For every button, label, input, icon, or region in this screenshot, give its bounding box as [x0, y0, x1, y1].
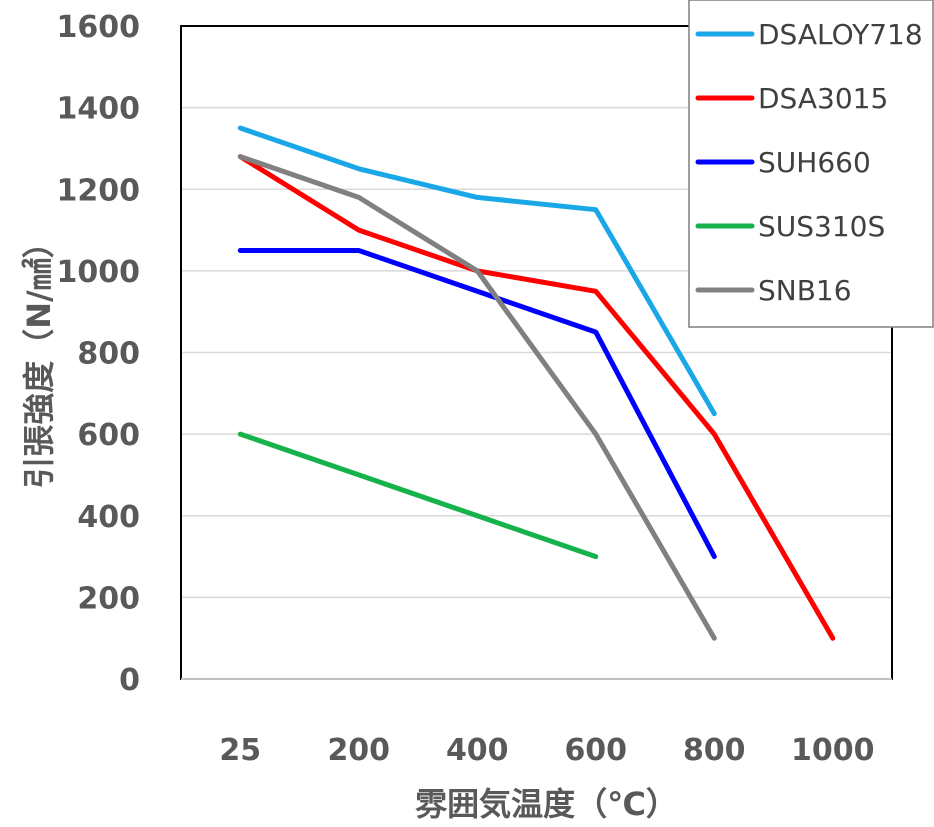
- y-tick-labels: 0 200 400 600 800 1000 1200 1400 1600: [57, 10, 141, 698]
- legend-label: DSA3015: [758, 82, 888, 115]
- y-tick-label: 800: [77, 337, 140, 372]
- y-tick-label: 1600: [57, 10, 141, 45]
- y-tick-label: 200: [77, 581, 140, 616]
- series-lines: [237, 125, 836, 641]
- x-tick-labels: 25 200 400 600 800 1000: [219, 733, 874, 768]
- y-tick-label: 600: [77, 418, 140, 453]
- legend-label: SUH660: [758, 146, 871, 179]
- y-tick-label: 1000: [57, 255, 141, 290]
- x-tick-label: 800: [683, 733, 746, 768]
- x-axis-title: 雰囲気温度（℃）: [415, 785, 678, 823]
- x-tick-label: 200: [327, 733, 390, 768]
- y-tick-label: 0: [119, 663, 140, 698]
- x-tick-label: 1000: [791, 733, 875, 768]
- series-line-suh660: [237, 248, 717, 560]
- gridlines: [181, 25, 892, 599]
- y-axis-title: 引張強度（N/㎟）: [20, 226, 58, 488]
- y-tick-label: 400: [77, 500, 140, 535]
- x-tick-label: 600: [564, 733, 627, 768]
- series-line-dsa3015: [237, 154, 836, 641]
- series-line-snb16: [237, 154, 717, 641]
- x-tick-label: 400: [446, 733, 509, 768]
- x-tick-label: 25: [219, 733, 261, 768]
- series-line-dsaloy718: [237, 125, 717, 417]
- legend-label: SNB16: [758, 274, 852, 307]
- series-line-sus310s: [237, 431, 599, 560]
- legend-label: SUS310S: [758, 210, 885, 243]
- y-tick-label: 1200: [57, 173, 141, 208]
- y-tick-label: 1400: [57, 92, 141, 127]
- legend: DSALOY718 DSA3015 SUH660 SUS310S SNB16: [688, 0, 934, 328]
- legend-label: DSALOY718: [758, 18, 923, 51]
